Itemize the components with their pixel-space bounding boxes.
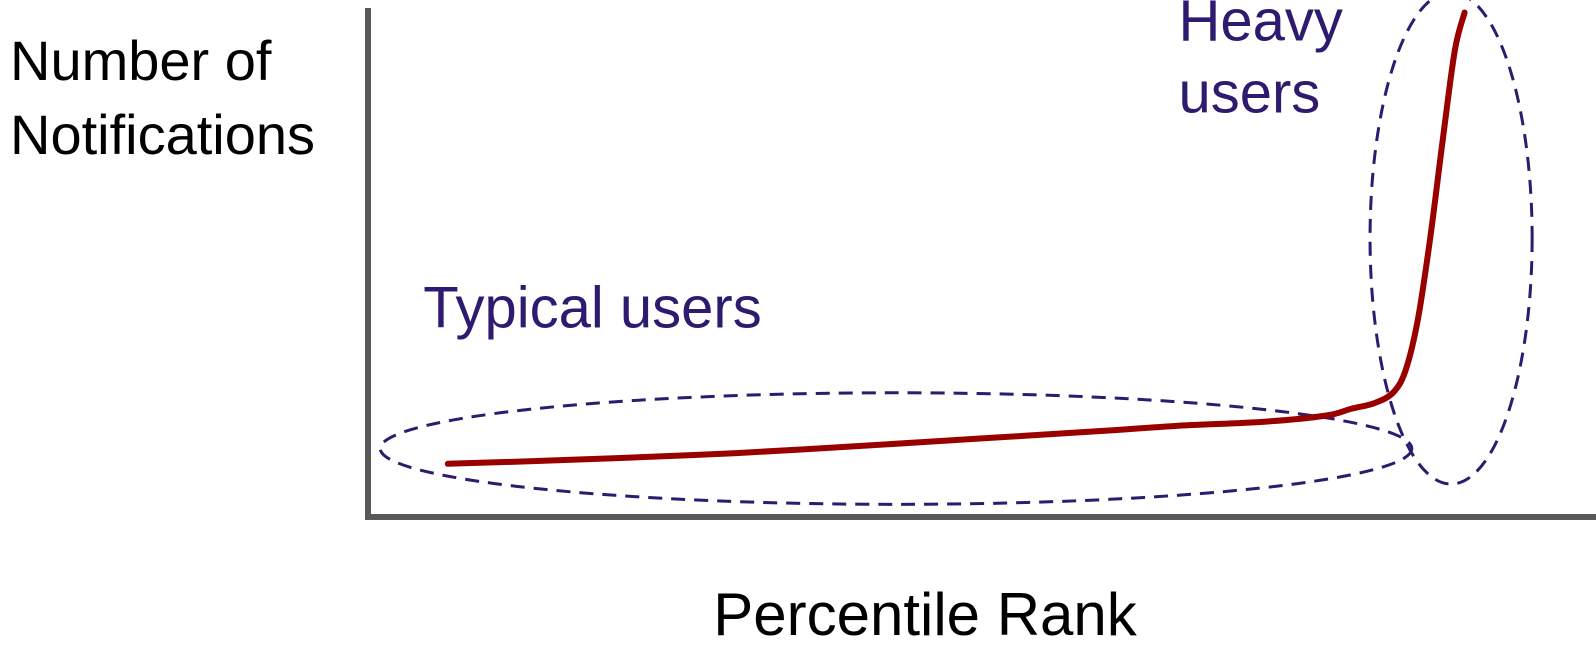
region-ellipse-heavy xyxy=(1368,0,1534,486)
highlight-regions xyxy=(378,0,1534,506)
y-axis-label: Number of Notifications xyxy=(10,29,315,166)
axes xyxy=(365,8,1596,520)
x-axis-label: Percentile Rank xyxy=(713,581,1138,648)
annotation-text: Typical users xyxy=(423,275,761,340)
y-axis-label-line: Number of xyxy=(10,29,272,92)
annotations: Typical users Heavy users xyxy=(423,0,1343,340)
annotation-text: users xyxy=(1178,60,1320,125)
annotation-text: Heavy xyxy=(1178,0,1342,53)
series-line xyxy=(444,9,1468,467)
region-ellipse-typical xyxy=(378,391,1414,506)
y-axis-label-line: Notifications xyxy=(10,103,315,166)
series-group xyxy=(444,9,1468,467)
